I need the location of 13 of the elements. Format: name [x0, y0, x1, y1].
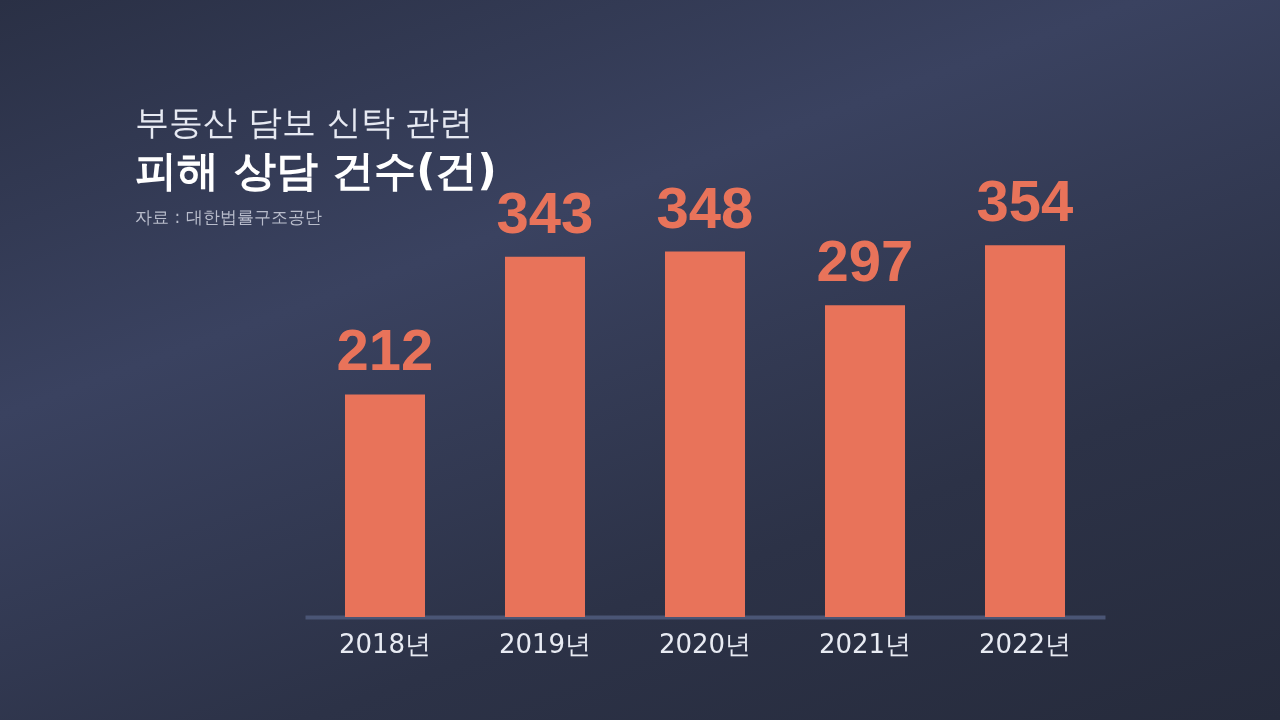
- x-tick-label: 2020년: [658, 628, 752, 659]
- data-label: 354: [976, 168, 1074, 234]
- x-tick-label: 2019년: [498, 628, 592, 659]
- x-tick-label: 2022년: [978, 628, 1072, 659]
- data-label: 212: [336, 317, 434, 383]
- x-tick-label: 2021년: [818, 628, 912, 659]
- chart-subtitle: 피해 상담 건수(건): [135, 145, 497, 197]
- text: 자료 : 대한법률구조공단: [135, 206, 323, 229]
- chart-title: 부동산 담보 신탁 관련: [135, 101, 475, 144]
- data-label: 348: [656, 174, 754, 240]
- data-label: 297: [816, 228, 914, 294]
- data-label: 343: [496, 179, 594, 245]
- x-tick-label: 2018년: [338, 628, 432, 659]
